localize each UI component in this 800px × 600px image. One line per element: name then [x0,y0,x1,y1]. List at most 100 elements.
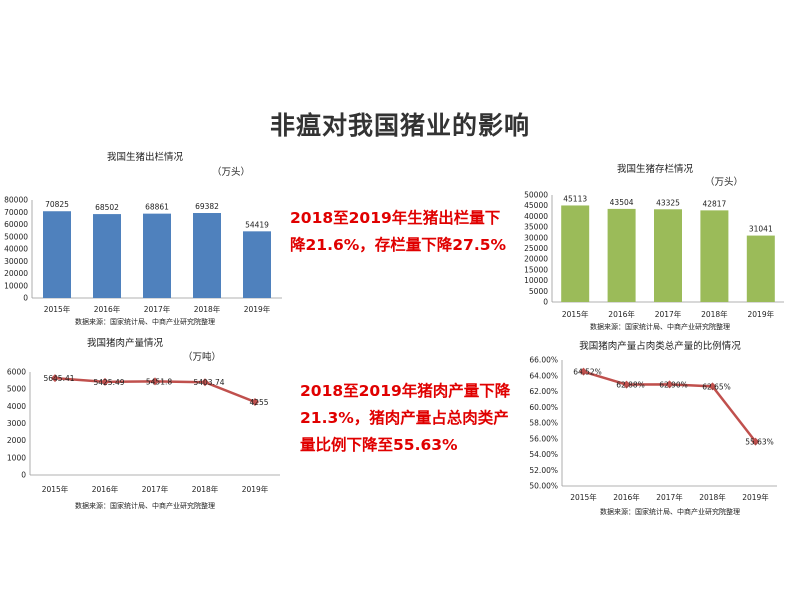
y-tick-label: 5000 [529,287,548,296]
x-tick-label: 2015年 [42,484,69,494]
chart-title: 我国生猪出栏情况 [107,151,184,163]
page-title: 非瘟对我国猪业的影响 [269,111,530,140]
chart-hog-inventory: 我国生猪存栏情况 （万头） 0 5000 10000 15000 20000 25000 300… [520,155,790,335]
x-tick-label: 2016年 [92,484,119,494]
bar [700,210,729,302]
data-label: 45113 [563,194,587,203]
y-tick-label: 52.00% [529,466,558,475]
data-label: 70825 [45,200,69,209]
data-label: 5403.74 [193,378,224,387]
y-tick-label: 0 [543,298,548,307]
x-tick-label: 2016年 [613,492,640,502]
y-tick-label: 40000 [524,212,548,221]
chart-title: 我国生猪存栏情况 [617,163,694,175]
y-tick-label: 60000 [4,220,28,229]
chart-hog-slaughter-svg: 我国生猪出栏情况 （万头） 0 10000 20000 30000 40000 50000 60… [4,151,282,326]
x-tick-label: 2019年 [748,309,775,319]
bar [143,213,171,298]
data-label: 43504 [610,198,634,207]
y-tick-label: 80000 [4,196,28,205]
x-tick-label: 2018年 [701,309,728,319]
bar [43,211,71,298]
data-point [708,382,717,391]
source-note: 数据来源：国家统计局、中商产业研究院整理 [75,501,215,510]
y-tick-label: 5000 [7,385,26,394]
y-tick-label: 0 [21,471,26,480]
y-tick-label: 20000 [524,255,548,264]
y-tick-label: 35000 [524,223,548,232]
chart-unit-label: （万吨） [183,351,221,363]
data-label: 68861 [145,203,169,212]
y-tick-label: 1000 [7,453,26,462]
chart-pork-output: 我国猪肉产量情况 （万吨） 0 1000 2000 3000 4000 5000 6000 201… [0,332,300,517]
y-tick-label: 66.00% [529,356,558,365]
bar [561,205,590,302]
data-point [51,374,59,383]
x-tick-label: 2017年 [655,309,682,319]
y-tick-label: 56.00% [529,434,558,443]
bar [607,208,636,302]
bar [193,213,221,298]
x-tick-label: 2015年 [44,304,71,314]
data-point [101,377,109,386]
y-tick-label: 30000 [4,257,28,266]
callout-top-line-1: 2018至2019年生猪出栏量下 [290,209,501,227]
callout-bottom: 2018至2019年猪肉产量下降 21.3%，猪肉产量占总肉类产 量比例下降至5… [300,378,510,459]
x-tick-label: 2018年 [194,304,221,314]
x-tick-label: 2017年 [142,484,169,494]
y-tick-label: 10000 [4,281,28,290]
data-label: 55.63% [745,438,774,447]
y-tick-label: 25000 [524,244,548,253]
data-label: 62.90% [659,380,688,389]
data-point [579,367,588,376]
data-point [251,397,259,406]
y-tick-label: 6000 [7,368,26,377]
x-tick-label: 2019年 [244,304,271,314]
y-tick-label: 50000 [4,232,28,241]
chart-pork-share: 我国猪肉产量占肉类总产量的比例情况 50.00% 52.00% 54.00% 56.00… [520,335,790,520]
callout-top-line-2: 降21.6%，存栏量下降27.5% [290,236,507,254]
data-point [751,437,760,446]
y-tick-label: 40000 [4,245,28,254]
y-tick-label: 62.00% [529,387,558,396]
callout-top: 2018至2019年生猪出栏量下 降21.6%，存栏量下降27.5% [290,205,506,259]
x-tick-label: 2019年 [742,492,769,502]
x-tick-label: 2018年 [192,484,219,494]
x-tick-label: 2017年 [144,304,171,314]
data-label: 31041 [749,225,773,234]
x-tick-label: 2018年 [699,492,726,502]
chart-pork-share-svg: 我国猪肉产量占肉类总产量的比例情况 50.00% 52.00% 54.00% 56.00… [529,340,777,516]
source-note: 数据来源：国家统计局、中商产业研究院整理 [600,507,740,516]
x-tick-label: 2016年 [94,304,121,314]
data-label: 64.52% [573,368,602,377]
data-point [201,378,209,387]
y-tick-label: 10000 [524,276,548,285]
callout-bottom-line-2: 21.3%，猪肉产量占总肉类产 [300,409,509,427]
y-tick-label: 50.00% [529,482,558,491]
x-tick-label: 2019年 [242,484,269,494]
data-point [665,380,674,389]
chart-hog-slaughter: 我国生猪出栏情况 （万头） 0 10000 20000 30000 40000 50000 60… [0,150,300,330]
chart-unit-label: （万头） [212,166,250,178]
x-tick-label: 2015年 [562,309,589,319]
chart-title: 我国猪肉产量情况 [87,337,164,349]
source-note: 数据来源：国家统计局、中商产业研究院整理 [75,317,215,326]
y-tick-label: 2000 [7,436,26,445]
y-tick-label: 4000 [7,402,26,411]
callout-bottom-line-1: 2018至2019年猪肉产量下降 [300,382,511,400]
x-tick-label: 2016年 [608,309,635,319]
x-tick-label: 2017年 [656,492,683,502]
data-label: 5425.49 [93,378,124,387]
data-label: 42817 [702,199,726,208]
data-label: 5645.41 [43,374,74,383]
y-tick-label: 0 [23,294,28,303]
bar [746,235,775,302]
data-point [622,380,631,389]
y-tick-label: 54.00% [529,450,558,459]
source-note: 数据来源：国家统计局、中商产业研究院整理 [590,322,730,331]
y-tick-label: 50000 [524,191,548,200]
data-label: 5451.8 [146,377,172,386]
y-tick-label: 30000 [524,233,548,242]
y-tick-label: 70000 [4,208,28,217]
data-label: 43325 [656,198,680,207]
